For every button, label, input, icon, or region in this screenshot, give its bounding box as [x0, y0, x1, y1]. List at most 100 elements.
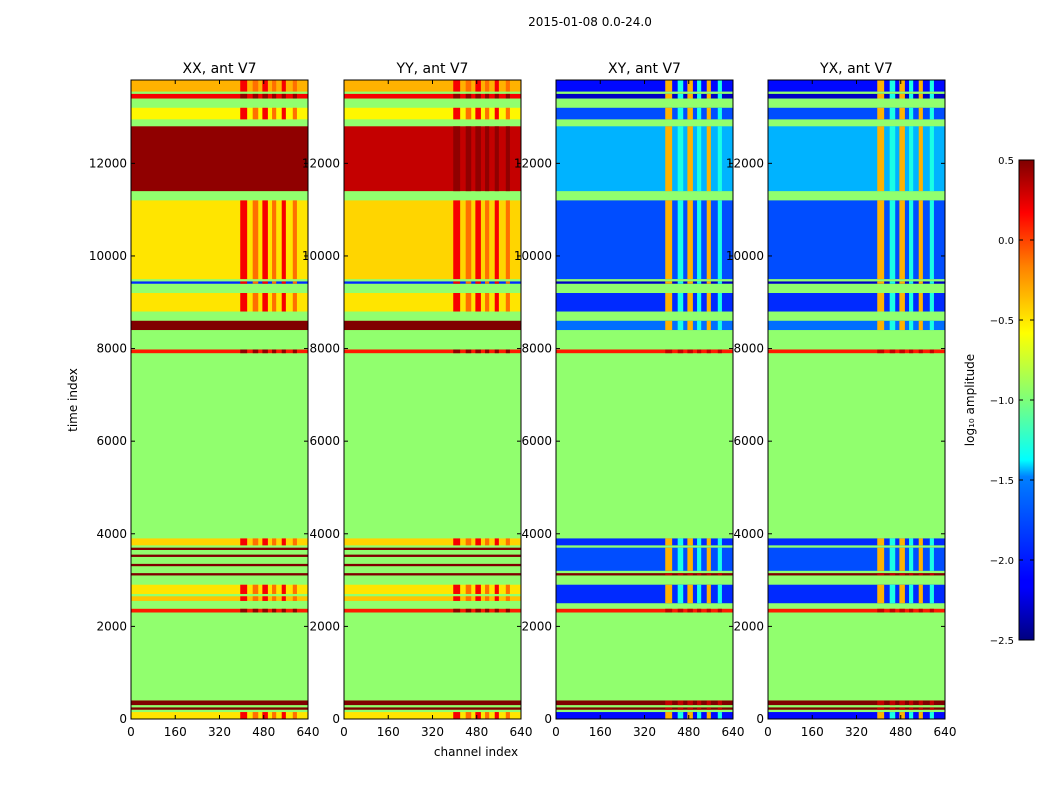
heatmap-band [556, 281, 733, 284]
x-tick-label: 0 [552, 725, 560, 739]
y-tick-label: 12000 [726, 156, 764, 170]
hot-channel-cell [717, 608, 722, 613]
hot-channel-cell [687, 712, 693, 719]
hot-channel-cell [665, 584, 673, 604]
heatmap-band [556, 584, 733, 604]
hot-channel-cell [706, 584, 711, 604]
y-tick-label: 8000 [309, 342, 340, 356]
hot-channel-cell [687, 573, 693, 576]
heatmap-band [131, 107, 308, 120]
hot-channel-cell [899, 547, 905, 571]
heatmap-band [131, 608, 308, 613]
hot-channel-cell [877, 538, 885, 546]
y-tick-label: 6000 [733, 434, 764, 448]
hot-channel-cell [665, 712, 673, 719]
y-tick-label: 12000 [302, 156, 340, 170]
hot-channel-cell [453, 712, 461, 719]
hot-channel-cell [475, 80, 481, 92]
hot-channel-cell [918, 608, 923, 613]
hot-channel-cell [706, 320, 711, 331]
heatmap-band [131, 200, 308, 280]
hot-channel-cell [281, 596, 286, 601]
hot-channel-cell [877, 320, 885, 331]
hot-channel-cell [485, 107, 490, 120]
heatmap-band [768, 608, 945, 613]
x-tick-label: 0 [340, 725, 348, 739]
hot-channel-cell [453, 281, 461, 284]
hot-channel-cell [877, 700, 885, 706]
heatmap-band [131, 349, 308, 354]
hot-channel-cell [929, 80, 934, 92]
hot-channel-cell [272, 349, 277, 354]
hot-channel-cell [262, 608, 268, 613]
hot-channel-cell [899, 608, 905, 613]
hot-channel-cell [665, 126, 673, 192]
x-tick-label: 480 [252, 725, 275, 739]
y-tick-label: 8000 [733, 342, 764, 356]
hot-channel-cell [272, 200, 277, 280]
hot-channel-cell [292, 538, 297, 546]
hot-channel-cell [292, 349, 297, 354]
hot-channel-cell [505, 293, 510, 312]
hot-channel-cell [475, 281, 481, 284]
hot-channel-cell [909, 80, 914, 92]
hot-channel-cell [929, 538, 934, 546]
hot-channel-cell [929, 700, 934, 706]
heatmap-band [768, 584, 945, 604]
heatmap-band [344, 126, 521, 192]
x-tick-label: 480 [889, 725, 912, 739]
hot-channel-cell [918, 281, 923, 284]
heatmap-band [556, 320, 733, 331]
hot-channel-cell [877, 281, 885, 284]
x-tick-label: 640 [722, 725, 745, 739]
hot-channel-cell [665, 700, 673, 706]
y-tick-label: 6000 [96, 434, 127, 448]
hot-channel-cell [252, 281, 259, 284]
hot-channel-cell [292, 107, 297, 120]
y-tick-label: 0 [332, 712, 340, 726]
panel-4: YX, ant V7 0 160 320 480 640 0 2000 4000 6000 8000… [726, 61, 957, 739]
y-tick-label: 10000 [89, 249, 127, 263]
hot-channel-cell [475, 584, 481, 594]
hot-channel-cell [665, 608, 673, 613]
heatmap-band [556, 573, 733, 576]
y-tick-label: 8000 [96, 342, 127, 356]
hot-channel-cell [465, 349, 472, 354]
hot-channel-cell [697, 293, 702, 312]
hot-channel-cell [240, 584, 248, 594]
heatmap-band [556, 707, 733, 710]
hot-channel-cell [687, 700, 693, 706]
hot-channel-cell [877, 547, 885, 571]
hot-channel-cell [677, 281, 684, 284]
hot-channel-cell [494, 200, 499, 280]
hot-channel-cell [252, 293, 259, 312]
hot-channel-cell [929, 707, 934, 710]
hot-channel-cell [677, 93, 684, 99]
panel-title: YX, ant V7 [819, 61, 893, 77]
hot-channel-cell [262, 596, 268, 601]
hot-channel-cell [465, 538, 472, 546]
hot-channel-cell [494, 712, 499, 719]
y-tick-label: 2000 [521, 619, 552, 633]
hot-channel-cell [918, 107, 923, 120]
hot-channel-cell [929, 584, 934, 604]
hot-channel-cell [677, 293, 684, 312]
hot-channel-cell [453, 596, 461, 601]
hot-channel-cell [929, 93, 934, 99]
hot-channel-cell [929, 281, 934, 284]
colorbar-tick-label: −2.5 [990, 636, 1014, 647]
hot-channel-cell [677, 707, 684, 710]
hot-channel-cell [252, 80, 259, 92]
hot-channel-cell [889, 281, 896, 284]
hot-channel-cell [706, 608, 711, 613]
heatmap-band [131, 538, 308, 546]
hot-channel-cell [665, 707, 673, 710]
hot-channel-cell [677, 80, 684, 92]
heatmap-band [131, 563, 308, 567]
x-tick-label: 640 [297, 725, 320, 739]
panel-2: YY, ant V7 0 160 320 480 640 0 2000 4000 6000 8000… [302, 61, 533, 739]
heatmap-band [768, 538, 945, 546]
hot-channel-cell [677, 126, 684, 192]
hot-channel-cell [929, 107, 934, 120]
hot-channel-cell [505, 349, 510, 354]
